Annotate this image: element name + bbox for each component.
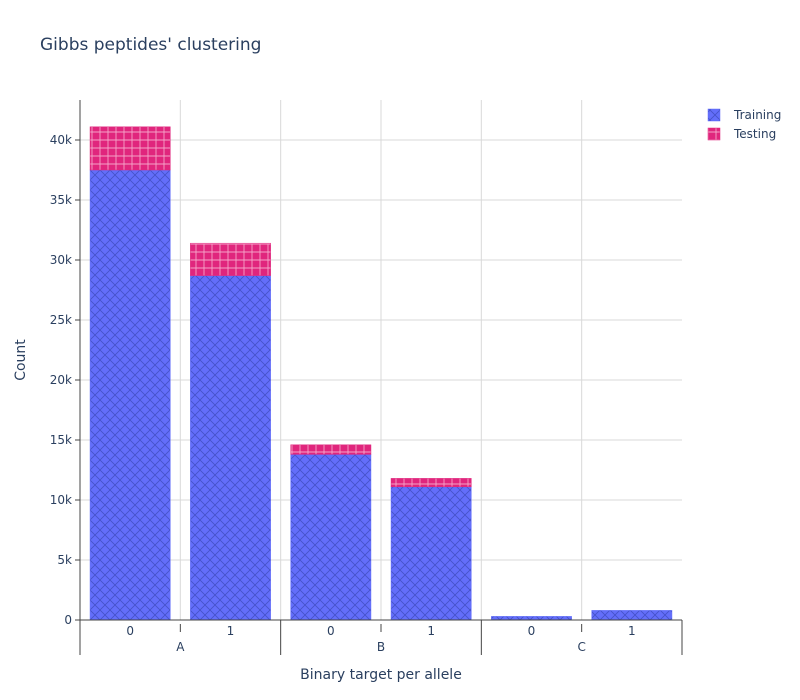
y-tick-label: 15k [50, 433, 72, 447]
legend-item-training[interactable]: Training [707, 108, 781, 122]
x-tick-label: 1 [427, 624, 435, 638]
x-group-label: C [577, 640, 585, 654]
y-tick-label: 5k [57, 553, 72, 567]
bar-testing-a-0[interactable] [89, 126, 171, 171]
axes: 0 5k 10k 15k 20k 25k 30k 35k 40k 0 1 0 1 0 1 A B C [50, 100, 683, 655]
x-tick-label: 0 [126, 624, 134, 638]
y-tick-label: 25k [50, 313, 72, 327]
x-tick-label: 1 [227, 624, 235, 638]
bar-training-b-1[interactable] [390, 486, 472, 621]
x-group-label: B [377, 640, 385, 654]
x-group-label: A [176, 640, 185, 654]
y-tick-label: 40k [50, 133, 72, 147]
bar-testing-a-1[interactable] [190, 242, 271, 276]
bar-testing-b-0[interactable] [290, 444, 372, 455]
bar-training-c-1[interactable] [591, 610, 673, 621]
legend-swatch [707, 127, 721, 141]
y-tick-label: 30k [50, 253, 72, 267]
bar-training-a-1[interactable] [190, 275, 271, 621]
bar-training-c-0[interactable] [491, 616, 572, 621]
y-tick-label: 10k [50, 493, 72, 507]
legend-label: Training [733, 108, 781, 122]
y-tick-label: 20k [50, 373, 72, 387]
legend-swatch [707, 108, 721, 122]
x-tick-label: 1 [628, 624, 636, 638]
bar-testing-b-1[interactable] [390, 478, 472, 488]
x-axis-title: Binary target per allele [300, 667, 462, 683]
x-tick-label: 0 [528, 624, 536, 638]
y-tick-label: 35k [50, 193, 72, 207]
gridlines [80, 100, 682, 620]
y-tick-label: 0 [64, 613, 72, 627]
chart-title: Gibbs peptides' clustering [40, 35, 261, 55]
legend[interactable]: Training Testing [707, 108, 781, 141]
legend-label: Testing [733, 127, 776, 141]
bar-training-a-0[interactable] [89, 169, 171, 621]
legend-item-testing[interactable]: Testing [707, 127, 776, 141]
x-tick-label: 0 [327, 624, 335, 638]
bars [89, 126, 673, 621]
bar-training-b-0[interactable] [290, 454, 372, 621]
y-axis-title: Count [13, 339, 29, 381]
